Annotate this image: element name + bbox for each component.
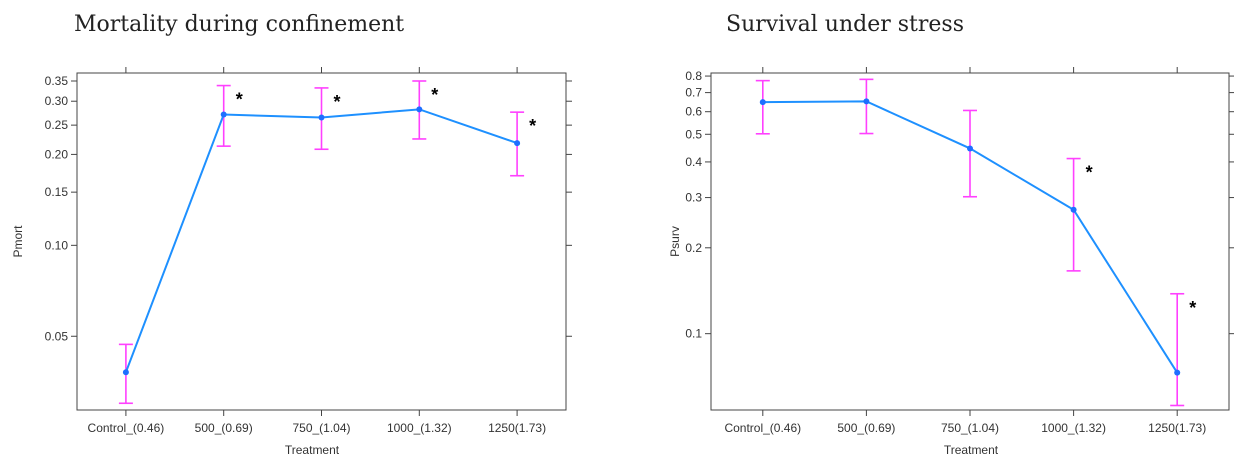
- data-point: [759, 99, 766, 106]
- x-tick-label: 750_(1.04): [292, 421, 350, 435]
- significance-marker: *: [334, 92, 341, 112]
- y-tick-label: 0.10: [45, 238, 69, 252]
- survival-chart: 0.1 0.2 0.3 0.4 0.5 0.6 0.7 0.8 Control_(0.46) 50…: [668, 67, 1234, 457]
- x-tick-label: 1250(1.73): [488, 421, 546, 435]
- data-point: [220, 111, 227, 118]
- y-tick-label: 0.2: [685, 241, 702, 255]
- x-tick-label: 1250(1.73): [1148, 421, 1206, 435]
- significance-marker: *: [529, 116, 536, 136]
- data-point: [1174, 369, 1181, 376]
- x-tick-label: Control_(0.46): [724, 421, 801, 435]
- x-tick-label: 500_(0.69): [195, 421, 253, 435]
- x-axis-label: Treatment: [944, 443, 999, 457]
- y-tick-label: 0.8: [685, 69, 702, 83]
- y-tick-label: 0.5: [685, 127, 702, 141]
- y-tick-label: 0.3: [685, 191, 702, 205]
- chart-title-mortality: Mortality during confinement: [74, 12, 405, 37]
- significance-marker: *: [1086, 163, 1093, 183]
- y-tick-label: 0.7: [685, 86, 702, 100]
- y-tick-label: 0.20: [45, 147, 69, 161]
- x-tick-label: 750_(1.04): [941, 421, 999, 435]
- data-point: [863, 98, 870, 105]
- y-tick-label: 0.15: [45, 185, 69, 199]
- x-tick-label: 1000_(1.32): [1041, 421, 1106, 435]
- x-axis-label: Treatment: [285, 443, 340, 457]
- significance-marker: *: [431, 85, 438, 105]
- data-point: [1070, 206, 1077, 213]
- data-point: [122, 369, 129, 376]
- significance-marker: *: [236, 90, 243, 110]
- x-tick-label: 1000_(1.32): [387, 421, 452, 435]
- y-tick-label: 0.1: [685, 327, 702, 341]
- x-tick-label: 500_(0.69): [837, 421, 895, 435]
- mortality-chart: 0.05 0.10 0.15 0.20 0.25 0.30 0.35 Control_(0.4…: [11, 67, 572, 457]
- x-tick-label: Control_(0.46): [88, 421, 165, 435]
- y-tick-label: 0.30: [45, 94, 69, 108]
- y-tick-label: 0.05: [45, 329, 69, 343]
- y-tick-label: 0.4: [685, 155, 702, 169]
- data-point: [514, 140, 521, 147]
- chart-title-survival: Survival under stress: [726, 12, 964, 37]
- significance-marker: *: [1189, 298, 1196, 318]
- data-point: [967, 145, 973, 152]
- data-point: [318, 114, 325, 121]
- y-tick-label: 0.25: [45, 118, 69, 132]
- y-axis-label: Pmort: [11, 225, 25, 258]
- data-point: [416, 106, 423, 113]
- y-tick-label: 0.35: [45, 74, 69, 88]
- y-tick-label: 0.6: [685, 105, 702, 119]
- y-axis-label: Psurv: [668, 226, 682, 257]
